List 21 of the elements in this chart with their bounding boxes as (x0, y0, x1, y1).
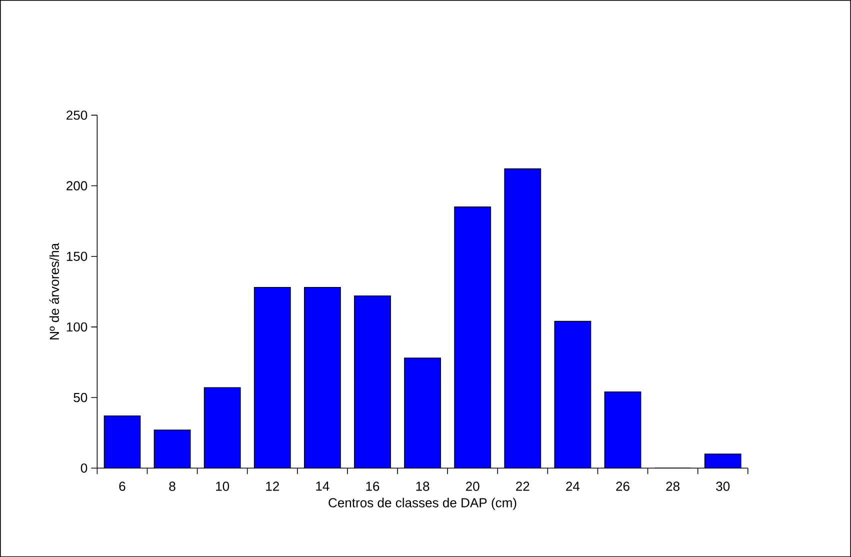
y-tick-label: 250 (66, 110, 88, 120)
x-tick-label: 10 (216, 482, 230, 491)
x-tick-label: 12 (266, 482, 279, 491)
x-tick-label: 20 (466, 482, 480, 491)
x-axis-title: Centros de classes de DAP (cm) (328, 498, 516, 510)
y-tick-label: 50 (74, 392, 88, 402)
y-tick-label: 100 (66, 322, 88, 332)
x-tick-label: 22 (516, 482, 530, 491)
x-tick-label: 18 (416, 482, 430, 491)
y-tick-label: 150 (66, 252, 88, 261)
x-tick-label: 6 (119, 482, 126, 491)
x-tick-label: 24 (566, 482, 580, 491)
x-tick-label: 14 (316, 482, 330, 491)
y-tick-label: 0 (80, 463, 88, 473)
y-tick-label: 200 (66, 181, 88, 190)
x-tick-label: 28 (666, 482, 680, 491)
x-tick-label: 8 (169, 482, 176, 491)
x-tick-label: 30 (716, 482, 730, 491)
y-axis-title: Nº de árvores/ha (49, 242, 59, 340)
x-tick-label: 16 (366, 482, 380, 491)
x-tick-label: 26 (616, 482, 630, 491)
